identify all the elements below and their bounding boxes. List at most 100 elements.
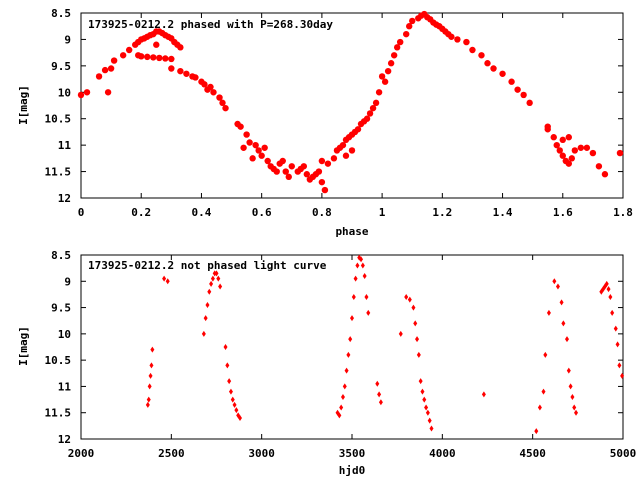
data-point	[261, 144, 268, 151]
x-tick-label: 1.8	[613, 206, 633, 219]
data-point	[330, 155, 338, 162]
data-point	[162, 55, 169, 62]
data-point	[409, 17, 416, 25]
plot-frame	[80, 12, 624, 199]
x-tick-label: 0.2	[131, 206, 151, 219]
data-point	[398, 330, 403, 337]
data-point	[429, 425, 434, 432]
data-point	[207, 288, 212, 295]
data-point	[617, 362, 622, 369]
data-point	[610, 309, 615, 316]
data-point	[604, 280, 609, 287]
data-point	[534, 428, 539, 435]
data-point	[264, 157, 271, 165]
data-point	[448, 33, 455, 40]
data-point	[363, 115, 371, 122]
data-point	[223, 344, 228, 350]
y-tick-label: 10	[58, 86, 71, 99]
data-point	[150, 54, 157, 61]
data-point	[372, 99, 380, 107]
data-point	[572, 404, 577, 411]
data-point	[571, 147, 579, 154]
data-point	[537, 404, 542, 411]
data-point	[168, 65, 175, 72]
data-point	[541, 388, 546, 395]
data-point	[203, 315, 208, 322]
data-point	[381, 78, 389, 85]
data-point	[564, 336, 569, 343]
data-point	[201, 330, 206, 337]
data-point	[407, 296, 412, 303]
data-point	[384, 67, 392, 75]
data-point	[201, 81, 208, 88]
y-axis-ticks: 8.5 9 9.5 10 10.5 11 11.5 12	[45, 7, 623, 205]
data-point	[119, 52, 127, 59]
data-point	[420, 388, 425, 395]
x-axis-ticks: 0 0.2 0.4 0.6 0.8 1 1.2 1.4 1.6 1.8	[78, 13, 633, 219]
data-point	[288, 163, 295, 170]
data-point	[348, 336, 353, 343]
data-point	[230, 396, 235, 403]
data-point	[315, 168, 323, 175]
chart-title: 173925-0212.2 not phased light curve	[88, 259, 327, 272]
data-point	[375, 380, 380, 387]
data-point	[427, 417, 432, 424]
x-tick-label: 0.6	[252, 206, 272, 219]
data-point	[228, 388, 233, 395]
data-point	[165, 278, 170, 285]
data-point	[589, 149, 597, 157]
data-point	[303, 171, 311, 178]
data-point	[396, 38, 404, 46]
data-point	[246, 139, 253, 146]
data-point	[499, 70, 506, 77]
data-point	[514, 86, 521, 93]
data-point	[424, 404, 429, 411]
x-tick-label: 1	[379, 206, 386, 219]
data-point	[177, 67, 184, 75]
data-point	[210, 275, 215, 282]
x-axis-label: hjd0	[339, 464, 366, 477]
data-point	[387, 60, 395, 67]
data-point	[490, 65, 497, 72]
data-point	[481, 391, 486, 398]
y-axis-label: I[mag]	[17, 85, 30, 125]
data-point	[344, 367, 349, 374]
data-point	[369, 104, 377, 112]
data-point	[390, 52, 398, 59]
data-point	[321, 186, 329, 194]
y-tick-label: 9	[64, 33, 71, 46]
data-point	[350, 315, 354, 322]
data-point	[469, 46, 476, 54]
data-point	[568, 155, 576, 162]
data-point	[342, 383, 347, 390]
data-point	[565, 134, 572, 141]
data-point	[543, 351, 548, 358]
data-point	[570, 393, 575, 400]
data-point	[110, 57, 118, 64]
data-point	[348, 147, 356, 154]
data-point	[219, 99, 226, 107]
data-point	[183, 70, 190, 77]
data-point	[339, 141, 347, 149]
data-point	[162, 275, 167, 282]
data-point	[216, 275, 221, 282]
data-point	[550, 134, 557, 141]
data-point	[104, 89, 112, 96]
data-point	[144, 53, 151, 61]
x-tick-label: 2000	[68, 447, 95, 460]
y-tick-label: 10.5	[45, 354, 72, 367]
y-tick-label: 12	[58, 433, 71, 446]
data-point	[353, 275, 358, 282]
data-point	[404, 294, 409, 301]
data-point	[318, 157, 326, 165]
data-point	[403, 30, 410, 38]
y-axis-label: I[mag]	[17, 326, 30, 366]
data-point	[355, 262, 360, 269]
x-tick-label: 0	[78, 206, 85, 219]
data-point	[484, 60, 491, 67]
y-tick-label: 8.5	[51, 7, 71, 20]
data-point	[583, 144, 591, 151]
x-tick-label: 1.6	[553, 206, 573, 219]
data-point	[354, 126, 362, 133]
